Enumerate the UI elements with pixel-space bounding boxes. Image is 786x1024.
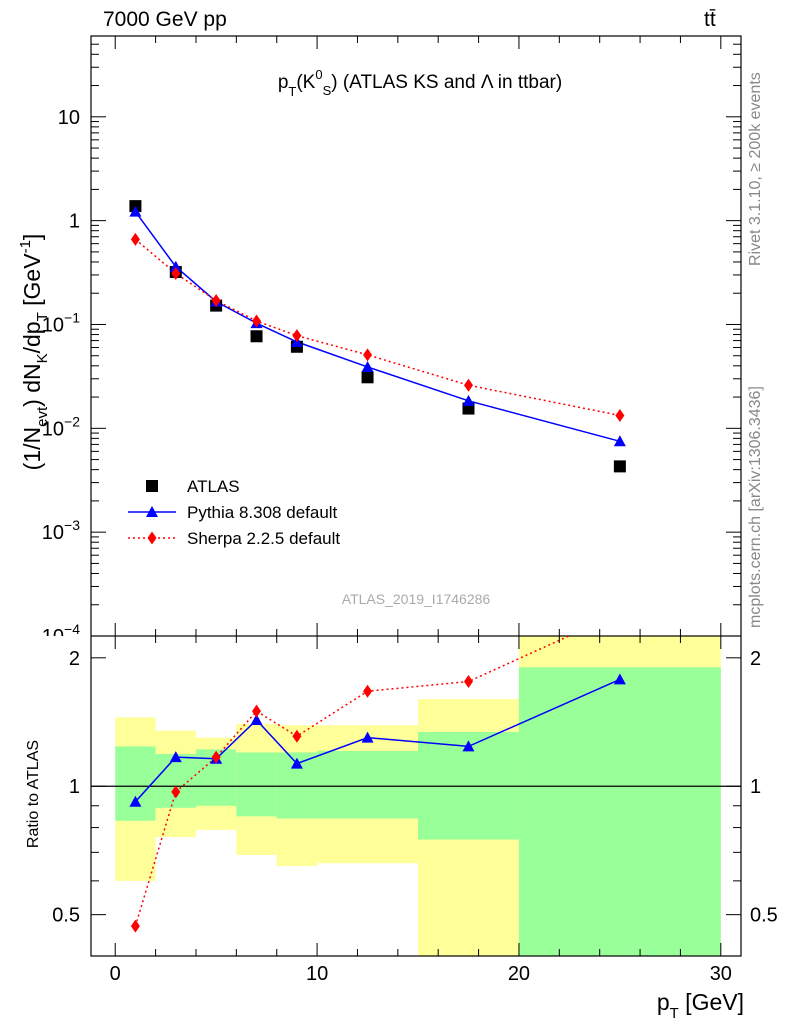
main-data-point [171,266,181,280]
collision-label: 7000 GeV pp [103,8,227,31]
ratio-y-tick-label: 1 [750,776,761,798]
ratio-data-point [250,713,263,725]
main-data-point [613,435,626,447]
ratio-y-tick-label: 0.5 [750,905,778,927]
main-y-tick-label: 10−3 [42,517,80,544]
main-data-point [129,205,142,217]
ratio-ticks: 0 10 20 30 0.5 0.5 1 1 2 2 [52,636,778,985]
legend-label: Pythia 8.308 default [187,503,338,522]
uncertainty-bands [115,636,721,956]
main-y-tick-label: 10−4 [42,621,80,636]
x-axis-label: pT [GeV] [657,989,744,1022]
ratio-data-point [130,919,140,933]
main-plot: 10 1 10−1 10−2 10−3 10−4 (1/Nevt) dNK/dpT [Ge… [17,35,742,636]
ratio-x-tick-label: 10 [306,963,328,985]
ratio-series-line [134,678,621,803]
main-curves [134,211,621,443]
inner-uncertainty-band [518,667,721,956]
main-y-tick-label: 10−1 [42,309,80,336]
ratio-y-tick-label: 0.5 [52,905,80,927]
main-frame [90,35,742,636]
main-markers [129,200,626,473]
inner-uncertainty-band [155,754,196,808]
ratio-y-tick-label: 2 [750,648,761,670]
inner-uncertainty-band [236,752,277,817]
main-y-tick-label: 10−2 [42,413,80,440]
ratio-data-point [211,750,221,764]
main-data-point [292,329,302,343]
main-data-point [363,348,373,362]
ratio-data-point [252,704,262,718]
main-data-point [250,330,263,343]
main-series-line [134,211,621,443]
ratio-data-point [463,675,473,689]
inner-uncertainty-band [317,750,419,819]
main-y-tick-label: 10 [58,107,80,129]
main-y-tick-label: 1 [69,211,80,233]
main-data-point [361,371,374,384]
ratio-x-tick-label: 20 [508,963,530,985]
ratio-y-axis-label: Ratio to ATLAS [25,740,42,848]
main-y-axis-label: (1/Nevt) dNK/dpT [GeV-1] [17,234,51,471]
ratio-data-point [363,684,373,698]
main-data-point [130,232,140,246]
ratio-data-point [361,731,374,743]
main-data-point [462,394,475,406]
plot-title: pT(K0S) (ATLAS KS and Λ in ttbar) [278,67,562,99]
main-series-line [134,238,621,417]
main-plot-frame [90,35,742,636]
legend-label: Sherpa 2.2.5 default [187,529,340,548]
ratio-x-tick-label: 0 [110,963,121,985]
ratio-data-point [171,785,181,799]
ratio-data-point [292,729,302,743]
legend-label: ATLAS [187,477,240,496]
legend-marker [147,531,157,545]
ratio-data-point [290,757,303,769]
main-data-point [613,460,626,473]
main-data-point [463,378,473,392]
ratio-plot-frame [90,636,742,957]
inner-uncertainty-band [115,746,156,821]
ratio-plot: 0 10 20 30 0.5 0.5 1 1 2 2 Ratio to ATLAS pT [GeV… [25,636,778,1022]
legend-marker [146,480,158,492]
main-data-point [169,260,182,272]
ratio-data-point [129,795,142,807]
process-label: tt̄ [704,8,716,31]
main-data-point [211,294,221,308]
ratio-curves [134,636,621,927]
ratio-y-tick-label: 2 [69,648,80,670]
legend-marker [146,506,158,517]
ratio-data-point [613,673,626,685]
ratio-x-tick-label: 30 [710,963,732,985]
ratio-frame [90,636,742,957]
main-data-point [361,360,374,372]
main-data-point [615,408,625,422]
ratio-y-tick-label: 1 [69,776,80,798]
analysis-watermark: ATLAS_2019_I1746286 [342,591,491,607]
ratio-data-point [169,751,182,763]
ratio-data-point [462,740,475,752]
main-y-ticks: 10 1 10−1 10−2 10−3 10−4 [42,35,741,636]
main-data-point [252,314,262,328]
legend: ATLAS Pythia 8.308 default Sherpa 2.2.5 de… [128,477,340,548]
ratio-markers [129,673,626,933]
